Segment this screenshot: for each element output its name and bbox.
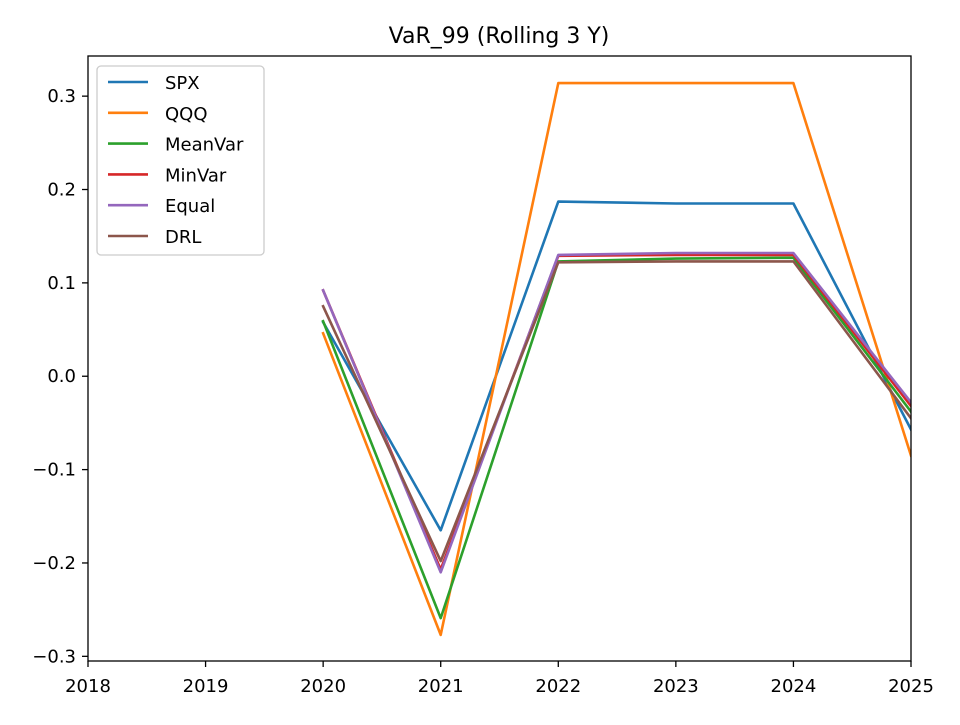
legend-label-equal: Equal	[165, 196, 215, 217]
chart-title: VaR_99 (Rolling 3 Y)	[389, 24, 610, 49]
x-tick-label: 2022	[535, 676, 581, 697]
x-axis: 2018 2019 2020 2021 2022 2023 2024 2025	[65, 661, 934, 697]
legend-label-spx: SPX	[165, 73, 200, 94]
series-layer	[321, 81, 911, 637]
legend-label-minvar: MinVar	[165, 165, 227, 186]
series-line-meanvar	[321, 256, 911, 620]
x-tick-label: 2021	[418, 676, 464, 697]
series-line-equal	[321, 251, 911, 574]
x-tick-label: 2019	[183, 676, 229, 697]
y-tick-label: −0.2	[32, 553, 76, 574]
y-axis: −0.3 −0.2 −0.1 0.0 0.1 0.2 0.3	[32, 86, 88, 667]
y-tick-label: 0.1	[47, 273, 76, 294]
x-tick-label: 2020	[300, 676, 346, 697]
x-tick-label: 2018	[65, 676, 111, 697]
x-tick-label: 2025	[888, 676, 934, 697]
legend-label-drl: DRL	[165, 227, 201, 248]
y-tick-label: −0.3	[32, 646, 76, 667]
series-line-spx	[321, 200, 911, 532]
legend-label-meanvar: MeanVar	[165, 135, 244, 156]
y-tick-label: 0.0	[47, 366, 76, 387]
y-tick-label: 0.2	[47, 180, 76, 201]
legend-label-qqq: QQQ	[165, 104, 208, 125]
series-line-qqq	[321, 81, 911, 637]
series-line-drl	[321, 260, 911, 563]
y-tick-label: −0.1	[32, 460, 76, 481]
x-tick-label: 2024	[771, 676, 817, 697]
legend: SPX QQQ MeanVar MinVar Equal DRL	[96, 65, 265, 256]
x-tick-label: 2023	[653, 676, 699, 697]
plot-frame	[87, 55, 912, 662]
y-tick-label: 0.3	[47, 86, 76, 107]
